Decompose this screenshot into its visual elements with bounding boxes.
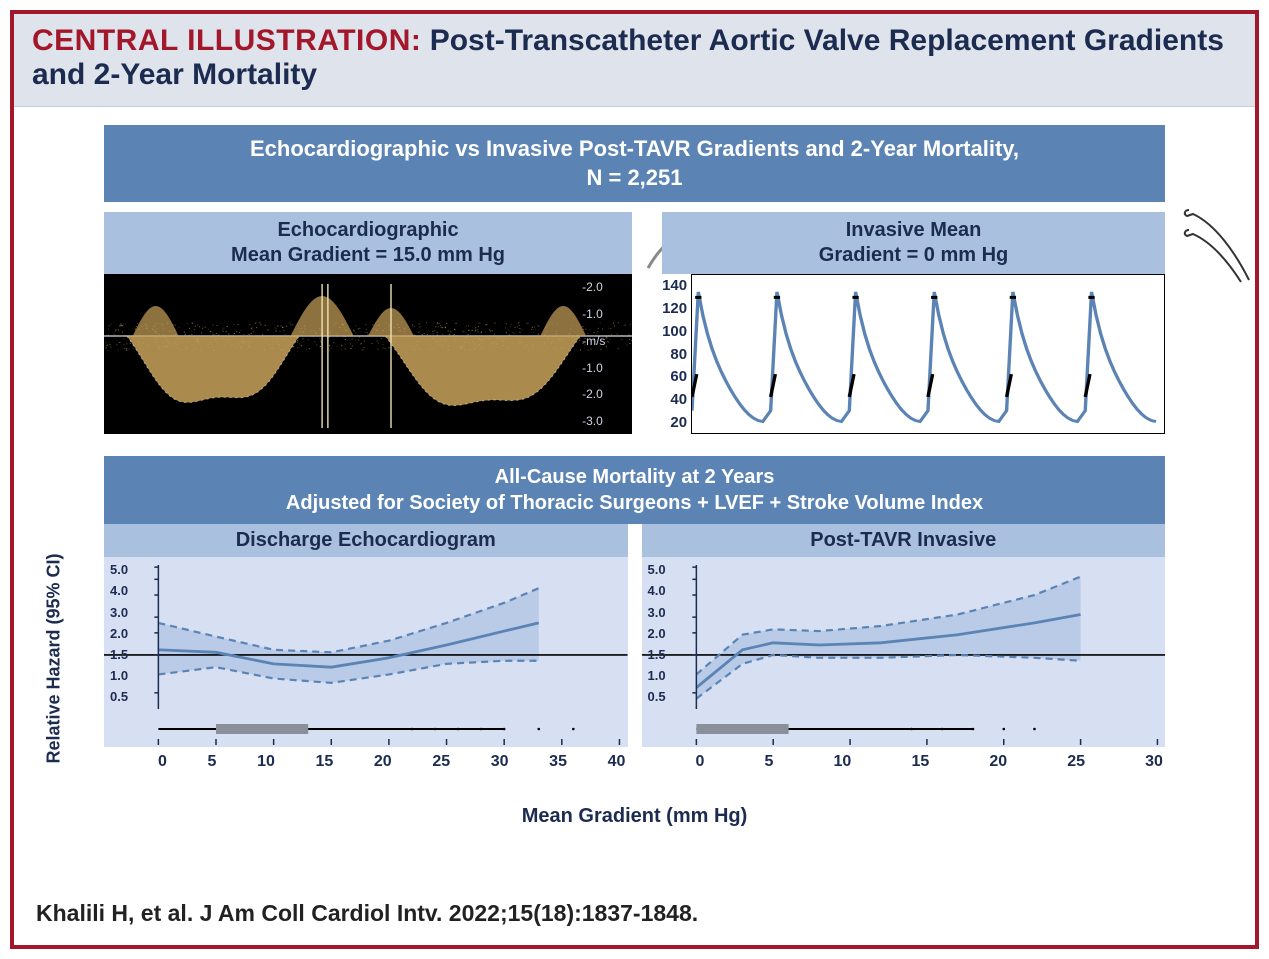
citation-text: Khalili H, et al. J Am Coll Cardiol Intv… [36, 900, 698, 927]
illustration-frame: CENTRAL ILLUSTRATION: Post-Transcatheter… [10, 10, 1259, 949]
content-area: Echocardiographic vs Invasive Post-TAVR … [14, 107, 1255, 828]
hazard-right-header: Post-TAVR Invasive [642, 524, 1166, 557]
doppler-image: -2.0-1.0-m/s-1.0-2.0-3.0 [104, 274, 632, 434]
catheter-icon [1175, 204, 1255, 284]
mid-banner: All-Cause Mortality at 2 YearsAdjusted f… [104, 456, 1165, 524]
doppler-scale: -2.0-1.0-m/s-1.0-2.0-3.0 [582, 274, 628, 434]
hazard-left-yticks: 5.04.03.02.01.51.00.5 [110, 563, 128, 703]
hazard-right-xticks: 051015202530 [642, 747, 1166, 771]
hazard-panel-left: Relative Hazard (95% CI) Discharge Echoc… [104, 524, 628, 771]
title-prefix: CENTRAL ILLUSTRATION: [32, 24, 421, 57]
invasive-panel: Invasive MeanGradient = 0 mm Hg 14012010… [662, 212, 1165, 434]
top-panels-row: EchocardiographicMean Gradient = 15.0 mm… [104, 212, 1165, 434]
doppler-svg [104, 274, 632, 434]
hazard-left-header: Discharge Echocardiogram [104, 524, 628, 557]
top-banner: Echocardiographic vs Invasive Post-TAVR … [104, 125, 1165, 202]
x-axis-label: Mean Gradient (mm Hg) [104, 805, 1165, 828]
echo-panel: EchocardiographicMean Gradient = 15.0 mm… [104, 212, 632, 434]
hazard-left-body: 5.04.03.02.01.51.00.5 [104, 557, 628, 747]
title-band: CENTRAL ILLUSTRATION: Post-Transcatheter… [14, 14, 1255, 107]
hazard-right-body: 5.04.03.02.01.51.00.5 [642, 557, 1166, 747]
hazard-right-yticks: 5.04.03.02.01.51.00.5 [648, 563, 666, 703]
invasive-waveform-svg [691, 274, 1165, 434]
echo-panel-header: EchocardiographicMean Gradient = 15.0 mm… [104, 212, 632, 274]
hazard-left-xticks: 0510152025303540 [104, 747, 628, 771]
hazard-row: Relative Hazard (95% CI) Discharge Echoc… [104, 524, 1165, 771]
hazard-panel-right: Post-TAVR Invasive 5.04.03.02.01.51.00.5… [642, 524, 1166, 771]
hazard-right-svg [642, 557, 1166, 747]
invasive-yticks: 14012010080604020 [662, 274, 691, 434]
hazard-left-svg [104, 557, 628, 747]
y-axis-label: Relative Hazard (95% CI) [44, 528, 65, 788]
invasive-panel-header: Invasive MeanGradient = 0 mm Hg [662, 212, 1165, 274]
